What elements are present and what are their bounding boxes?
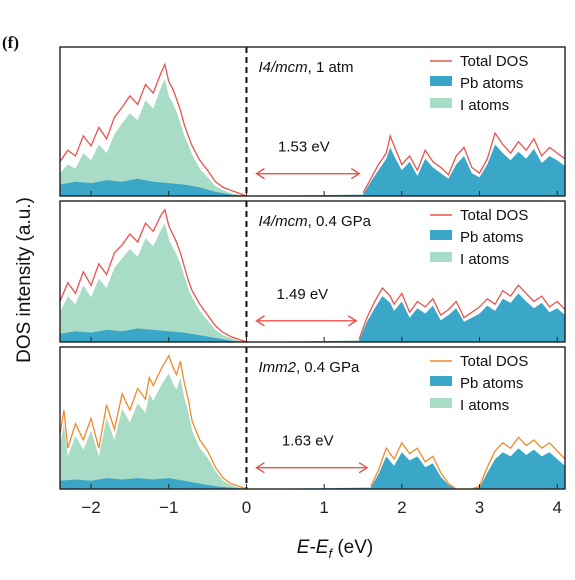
x-tick-label: −1: [159, 498, 178, 517]
legend-pb-swatch: [430, 76, 452, 86]
legend-label: Pb atoms: [460, 229, 523, 246]
panel-title: I4/mcm, 0.4 GPa: [258, 213, 371, 230]
pb-atoms-area: [60, 144, 565, 196]
band-gap-label: 1.63 eV: [282, 433, 334, 450]
band-gap-arrowhead-right: [350, 168, 361, 180]
panel-3: Imm2, 0.4 GPa Total DOS Pb atoms I atoms 1.6…: [59, 346, 566, 490]
band-gap-label: 1.49 eV: [276, 286, 328, 303]
legend-i-swatch: [430, 98, 452, 108]
panel-condition: , 1 atm: [308, 59, 354, 76]
panel-condition: , 0.4 GPa: [308, 213, 372, 230]
x-tick-label: −2: [81, 498, 100, 517]
legend-label: Pb atoms: [460, 375, 523, 392]
pb-atoms-area: [60, 448, 565, 489]
panel-phase: I4/mcm: [258, 59, 307, 76]
x-tick-label: 1: [319, 498, 328, 517]
total-dos-line: [60, 62, 565, 196]
band-gap-arrowhead-left: [255, 168, 265, 180]
legend-label: I atoms: [460, 97, 509, 114]
legend-label: Total DOS: [460, 353, 528, 370]
x-tick-label: 3: [475, 498, 484, 517]
x-axis-label-sub: f: [328, 546, 333, 561]
panel-2: I4/mcm, 0.4 GPa Total DOS Pb atoms I atoms 1…: [59, 200, 566, 343]
y-axis-label: DOS intensity (a.u.): [14, 197, 35, 363]
panel-3-plot: [60, 354, 565, 489]
band-gap-arrowhead-left: [255, 315, 265, 327]
legend-i-swatch: [430, 252, 452, 262]
panel-2-plot: [60, 208, 565, 342]
x-tick-label: 2: [397, 498, 406, 517]
legend-i-swatch: [430, 398, 452, 408]
panel-title: I4/mcm, 1 atm: [258, 59, 353, 76]
i-atoms-area: [60, 373, 247, 489]
x-axis-label-main: E-E: [297, 537, 329, 558]
i-atoms-area: [60, 78, 247, 196]
x-axis-label-unit: (eV): [332, 537, 373, 558]
panel-label: (f): [2, 33, 19, 52]
band-gap-arrowhead-left: [255, 462, 265, 474]
panel-condition: , 0.4 GPa: [296, 359, 360, 376]
legend-label: I atoms: [460, 397, 509, 414]
panel-frame: [59, 200, 566, 343]
panel-title: Imm2, 0.4 GPa: [258, 359, 360, 376]
legend-label: Total DOS: [460, 207, 528, 224]
legend-pb-swatch: [430, 230, 452, 240]
band-gap-arrowhead-right: [347, 315, 358, 327]
panel-1: I4/mcm, 1 atm Total DOS Pb atoms I atoms 1.5…: [59, 46, 566, 197]
total-dos-line: [60, 208, 565, 342]
panel-phase: I4/mcm: [258, 213, 307, 230]
i-atoms-area: [60, 223, 247, 342]
legend-label: I atoms: [460, 251, 509, 268]
legend-label: Total DOS: [460, 53, 528, 70]
legend-pb-swatch: [430, 376, 452, 386]
panel-1-plot: [60, 62, 565, 196]
band-gap-label: 1.53 eV: [278, 139, 330, 156]
x-tick-label: 4: [552, 498, 561, 517]
pb-atoms-area: [60, 293, 565, 342]
x-axis: −2 −1 0 1 2 3 4: [81, 498, 562, 517]
panel-frame: [59, 346, 566, 490]
panel-frame: [59, 46, 566, 197]
legend-label: Pb atoms: [460, 75, 523, 92]
total-dos-line: [60, 354, 565, 489]
band-gap-arrowhead-right: [358, 462, 369, 474]
panel-phase: Imm2: [258, 359, 296, 376]
x-tick-label: 0: [242, 498, 251, 517]
x-axis-label: E-Ef (eV): [297, 537, 374, 561]
